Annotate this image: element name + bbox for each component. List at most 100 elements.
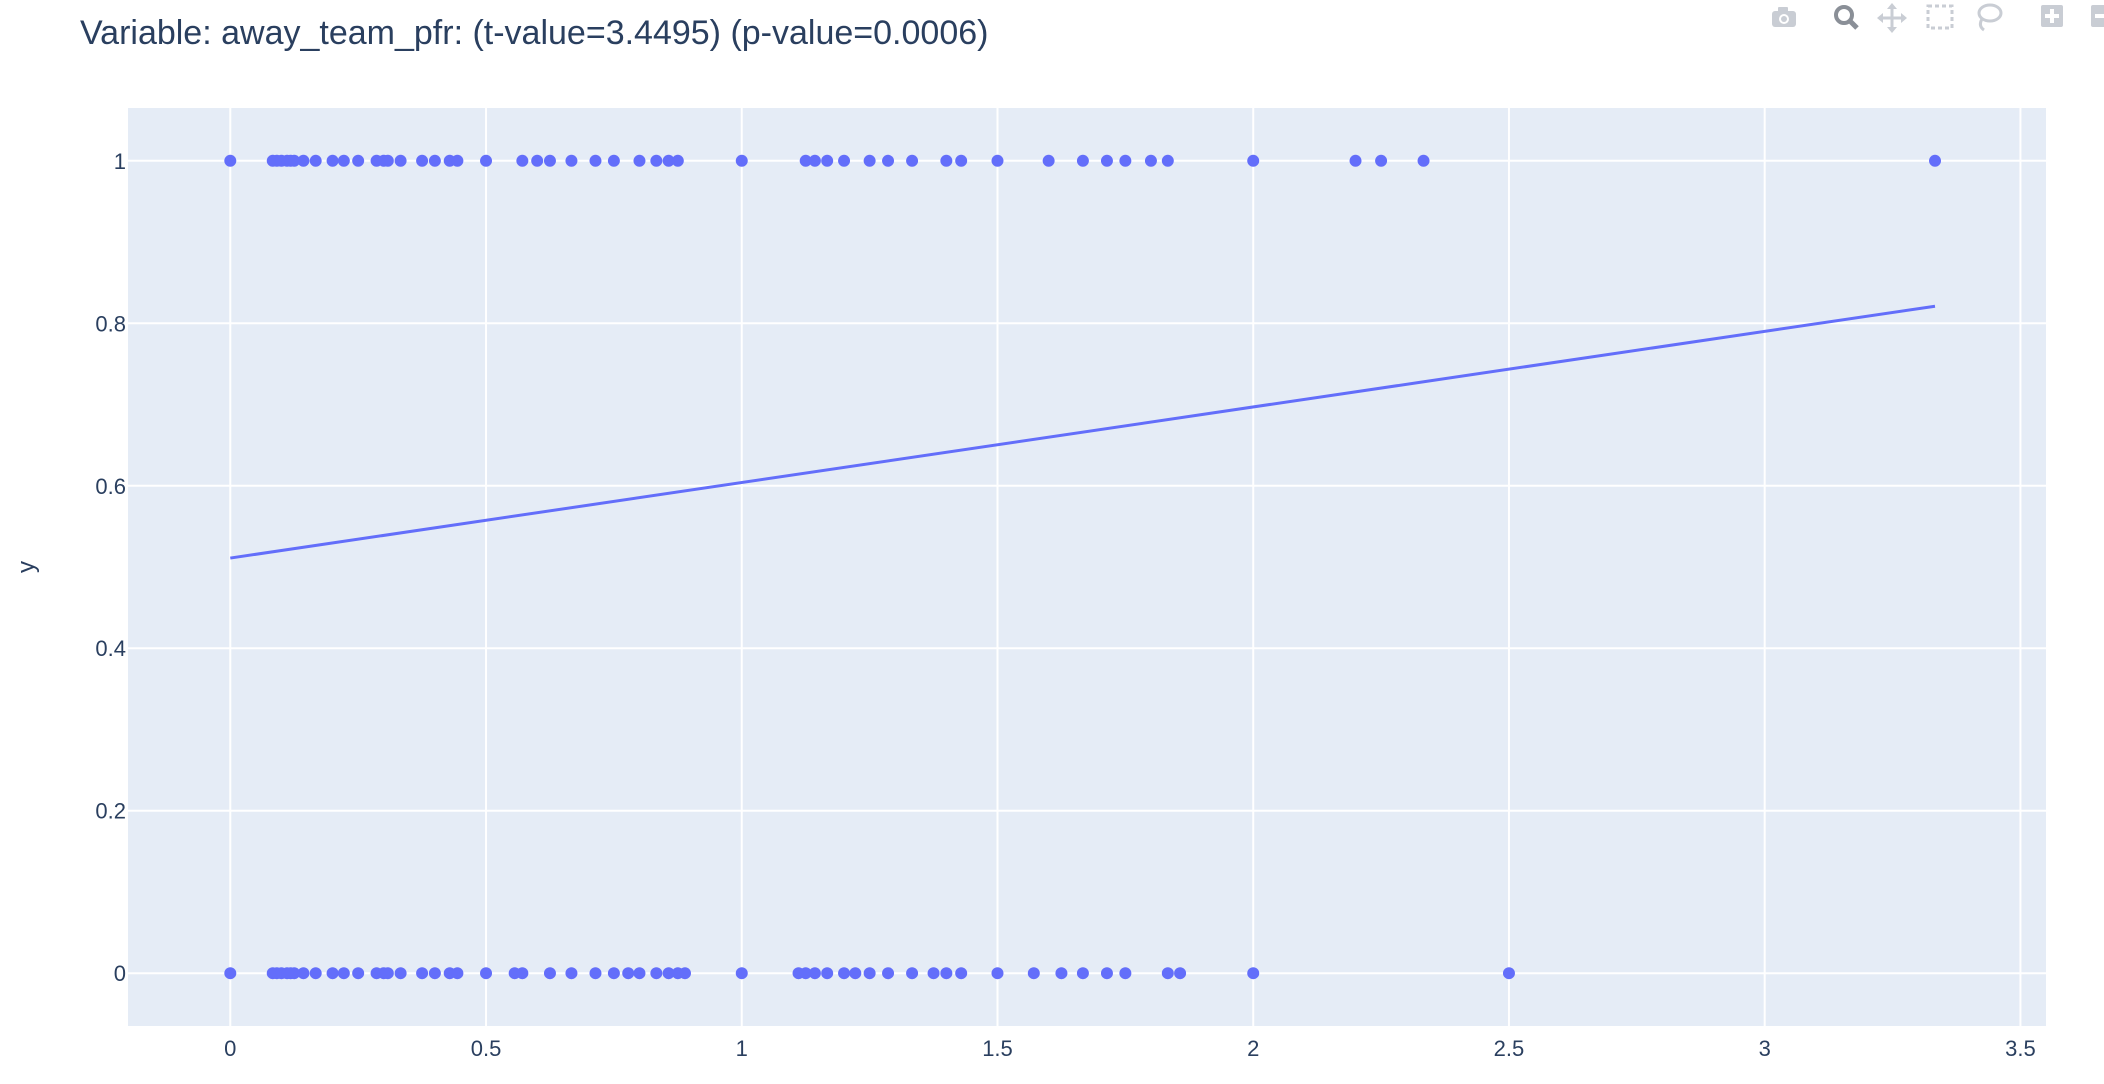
data-point[interactable] [1929,154,1942,167]
data-point[interactable] [671,154,684,167]
data-point[interactable] [650,967,663,980]
data-point[interactable] [607,154,620,167]
data-point[interactable] [1502,967,1515,980]
data-point[interactable] [1375,154,1388,167]
data-point[interactable] [1161,967,1174,980]
data-point[interactable] [863,154,876,167]
data-point[interactable] [381,154,394,167]
data-point[interactable] [224,967,237,980]
data-point[interactable] [543,154,556,167]
data-point[interactable] [799,154,812,167]
data-point[interactable] [1076,154,1089,167]
plot-area[interactable] [128,108,2046,1026]
data-point[interactable] [955,967,968,980]
data-point[interactable] [1349,154,1362,167]
data-point[interactable] [381,967,394,980]
data-point[interactable] [352,967,365,980]
data-point[interactable] [1100,967,1113,980]
data-point[interactable] [838,154,851,167]
data-point[interactable] [297,967,310,980]
data-point[interactable] [394,154,407,167]
data-point[interactable] [565,967,578,980]
data-point[interactable] [1119,967,1132,980]
data-point[interactable] [589,154,602,167]
data-point[interactable] [1055,967,1068,980]
data-point[interactable] [838,967,851,980]
data-point[interactable] [352,154,365,167]
data-point[interactable] [735,967,748,980]
data-point[interactable] [326,967,339,980]
data-point[interactable] [589,967,602,980]
data-point[interactable] [565,154,578,167]
data-point[interactable] [480,967,493,980]
data-point[interactable] [224,154,237,167]
data-point[interactable] [650,154,663,167]
data-point[interactable] [821,154,834,167]
data-point[interactable] [808,154,821,167]
data-point[interactable] [451,154,464,167]
data-point[interactable] [428,154,441,167]
data-point[interactable] [906,967,919,980]
data-point[interactable] [882,967,895,980]
data-point[interactable] [394,967,407,980]
zoom-in-button[interactable] [2032,0,2072,34]
data-point[interactable] [288,967,301,980]
data-point[interactable] [1042,154,1055,167]
data-point[interactable] [309,154,322,167]
data-point[interactable] [516,154,529,167]
data-point[interactable] [991,154,1004,167]
box-select-button[interactable] [1920,0,1960,34]
data-point[interactable] [991,967,1004,980]
data-point[interactable] [1100,154,1113,167]
data-point[interactable] [416,967,429,980]
zoom-button[interactable] [1826,0,1866,34]
data-point[interactable] [633,154,646,167]
data-point[interactable] [882,154,895,167]
data-point[interactable] [1417,154,1430,167]
data-point[interactable] [516,967,529,980]
data-point[interactable] [940,154,953,167]
data-point[interactable] [531,154,544,167]
data-point[interactable] [309,967,322,980]
data-point[interactable] [955,154,968,167]
data-point[interactable] [849,967,862,980]
data-point[interactable] [906,154,919,167]
data-point[interactable] [927,967,940,980]
data-point[interactable] [326,154,339,167]
data-point[interactable] [480,154,493,167]
pan-button[interactable] [1872,0,1912,34]
zoom-out-button[interactable] [2082,0,2104,34]
data-point[interactable] [297,154,310,167]
data-point[interactable] [1161,154,1174,167]
camera-button[interactable] [1764,0,1804,34]
data-point[interactable] [622,967,635,980]
data-point[interactable] [416,154,429,167]
data-point[interactable] [428,967,441,980]
data-point[interactable] [1247,967,1260,980]
data-point[interactable] [1027,967,1040,980]
data-point[interactable] [799,967,812,980]
data-point[interactable] [451,967,464,980]
data-point[interactable] [735,154,748,167]
data-point[interactable] [607,967,620,980]
data-point[interactable] [808,967,821,980]
data-point[interactable] [662,154,675,167]
trend-line[interactable] [230,304,1936,560]
data-point[interactable] [1119,154,1132,167]
lasso-select-button[interactable] [1968,0,2008,34]
data-point[interactable] [1076,967,1089,980]
data-point[interactable] [337,967,350,980]
data-point[interactable] [662,967,675,980]
data-point[interactable] [633,967,646,980]
data-point[interactable] [863,967,876,980]
data-point[interactable] [678,967,691,980]
data-point[interactable] [1144,154,1157,167]
data-point[interactable] [821,967,834,980]
data-point[interactable] [543,967,556,980]
data-point[interactable] [1247,154,1260,167]
data-point[interactable] [337,154,350,167]
data-point[interactable] [288,154,301,167]
data-point[interactable] [1174,967,1187,980]
data-point[interactable] [940,967,953,980]
